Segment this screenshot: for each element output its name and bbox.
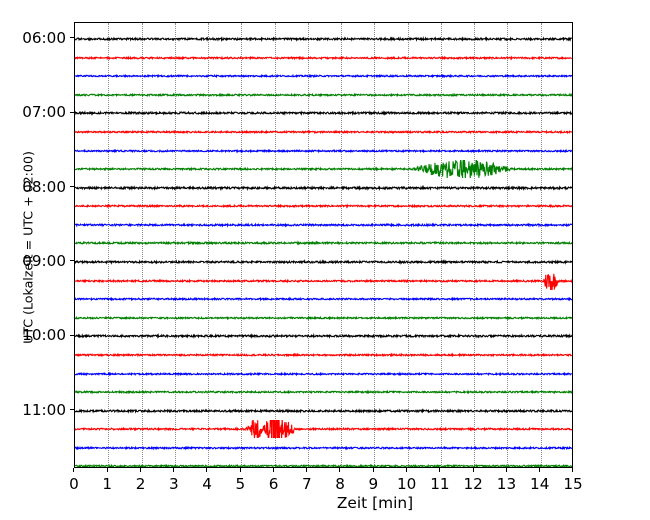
x-tick-mark (173, 468, 175, 472)
seismogram-trace (75, 383, 572, 401)
seismogram-trace (75, 457, 572, 468)
x-axis-label-text: Zeit [min] (336, 494, 414, 512)
x-tick-mark (272, 468, 274, 472)
x-tick-label: 11 (430, 475, 450, 493)
x-tick-mark (572, 468, 574, 472)
x-tick-label: 6 (268, 475, 279, 493)
seismogram-trace (75, 179, 572, 197)
seismogram-trace (75, 309, 572, 327)
gridline-vertical (241, 23, 243, 467)
x-tick-mark (539, 468, 541, 472)
gridline-vertical (407, 23, 409, 467)
x-tick-label: 13 (496, 475, 517, 493)
seismogram-trace (75, 272, 572, 290)
y-tick-label: 10:00 (22, 326, 66, 345)
x-axis-label: Zeit [min] (0, 494, 650, 512)
gridline-vertical (108, 23, 110, 467)
gridline-vertical (474, 23, 476, 467)
seismogram-trace (75, 160, 572, 178)
x-tick-label: 15 (563, 475, 583, 493)
seismogram-trace (75, 420, 572, 438)
gridline-vertical (174, 23, 176, 467)
x-tick-label: 0 (69, 475, 79, 493)
seismogram-trace (75, 234, 572, 252)
x-tick-mark (472, 468, 474, 472)
y-tick-mark (70, 37, 74, 39)
x-tick-label: 10 (396, 475, 417, 493)
x-tick-mark (339, 468, 341, 472)
y-tick-mark (70, 185, 74, 187)
x-tick-mark (239, 468, 241, 472)
gridline-vertical (208, 23, 210, 467)
x-tick-mark (206, 468, 208, 472)
y-axis-label: UTC (Lokalzeit = UTC + 02:00) (20, 151, 36, 344)
gridline-vertical (540, 23, 542, 467)
plot-area (74, 22, 573, 468)
seismogram-trace (75, 86, 572, 104)
seismogram-trace (75, 365, 572, 383)
x-tick-label: 5 (235, 475, 246, 493)
seismogram-trace (75, 290, 572, 308)
y-tick-mark (70, 334, 74, 336)
gridline-vertical (374, 23, 376, 467)
x-tick-label: 2 (135, 475, 146, 493)
y-tick-label: 08:00 (22, 177, 66, 196)
seismogram-trace (75, 123, 572, 141)
x-tick-mark (106, 468, 108, 472)
x-tick-label: 8 (335, 475, 345, 493)
x-tick-mark (306, 468, 308, 472)
seismogram-trace (75, 197, 572, 215)
seismogram-trace (75, 402, 572, 420)
gridline-vertical (307, 23, 309, 467)
x-tick-label: 14 (530, 475, 550, 493)
seismogram-trace (75, 346, 572, 364)
seismogram-trace (75, 216, 572, 234)
y-tick-label: 11:00 (22, 400, 66, 419)
seismogram-trace (75, 104, 572, 122)
x-tick-label: 9 (368, 475, 379, 493)
y-tick-label: 06:00 (22, 29, 66, 47)
seismogram-trace (75, 30, 572, 48)
gridline-vertical (507, 23, 509, 467)
seismogram-trace (75, 327, 572, 345)
gridline-vertical (274, 23, 276, 467)
y-tick-mark (70, 111, 74, 113)
y-tick-label: 09:00 (22, 252, 66, 270)
gridline-vertical (440, 23, 442, 467)
x-tick-label: 4 (202, 475, 212, 493)
x-tick-mark (505, 468, 507, 472)
seismogram-trace (75, 439, 572, 457)
x-tick-mark (372, 468, 374, 472)
gridline-vertical (141, 23, 143, 467)
seismogram-trace (75, 142, 572, 160)
seismogram-trace (75, 49, 572, 67)
y-tick-label: 07:00 (22, 103, 66, 122)
y-tick-mark (70, 408, 74, 410)
x-tick-label: 1 (102, 475, 113, 493)
x-tick-mark (73, 468, 75, 472)
y-tick-mark (70, 260, 74, 262)
x-tick-label: 3 (168, 475, 179, 493)
x-tick-mark (439, 468, 441, 472)
x-tick-label: 12 (463, 475, 483, 493)
x-tick-mark (139, 468, 141, 472)
seismogram-trace (75, 253, 572, 271)
x-tick-mark (406, 468, 408, 472)
gridline-vertical (341, 23, 343, 467)
seismogram-trace (75, 67, 572, 85)
x-tick-label: 7 (302, 475, 312, 493)
